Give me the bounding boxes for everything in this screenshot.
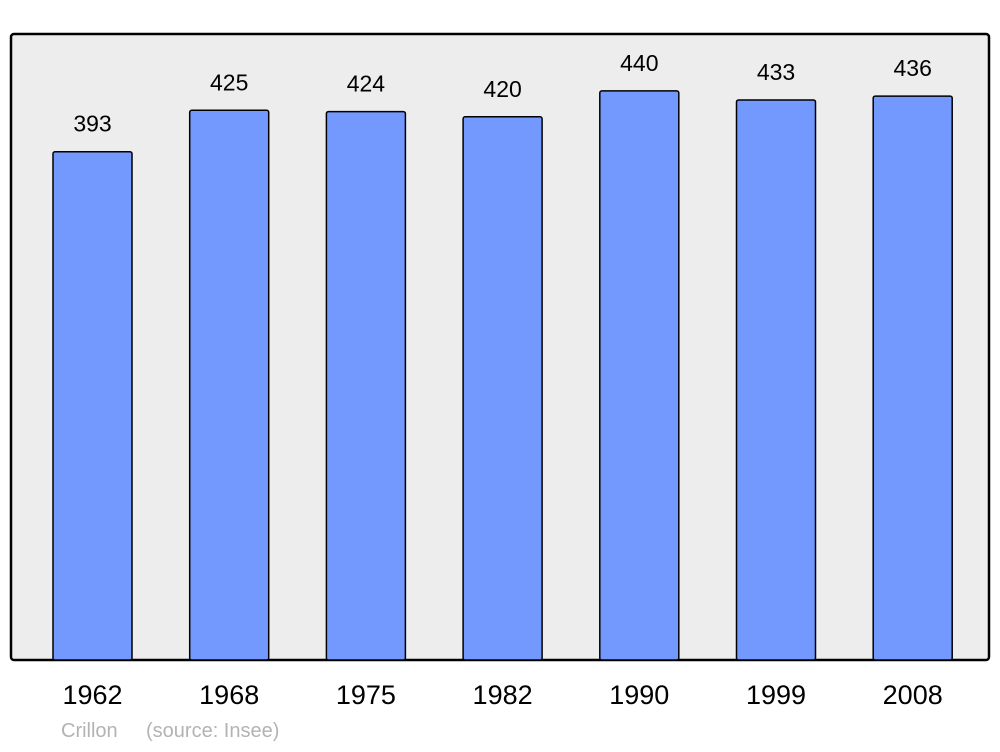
data-label-1999: 433 — [757, 59, 795, 85]
footer-source: (source: Insee) — [146, 720, 279, 742]
footer-place: Crillon — [61, 720, 118, 742]
x-tick-label-1999: 1999 — [746, 680, 806, 710]
data-label-1968: 425 — [210, 69, 248, 95]
x-tick-label-1968: 1968 — [199, 680, 259, 710]
bar-2008 — [872, 95, 953, 661]
x-tick-label-1975: 1975 — [336, 680, 396, 710]
data-label-1982: 420 — [483, 76, 521, 102]
data-label-1975: 424 — [347, 71, 386, 97]
bar-1990 — [599, 90, 680, 661]
x-tick-label-2008: 2008 — [883, 680, 943, 710]
data-label-2008: 436 — [894, 55, 932, 81]
bar-1968 — [188, 109, 270, 661]
x-tick-label-1982: 1982 — [473, 680, 533, 710]
bar-1975 — [325, 110, 407, 661]
data-label-1962: 393 — [73, 111, 111, 137]
bar-1982 — [462, 116, 543, 661]
x-tick-label-1962: 1962 — [62, 680, 122, 710]
data-label-1990: 440 — [620, 50, 658, 76]
bar-1999 — [735, 99, 817, 661]
bar-1962 — [52, 150, 133, 661]
x-tick-label-1990: 1990 — [609, 680, 669, 710]
